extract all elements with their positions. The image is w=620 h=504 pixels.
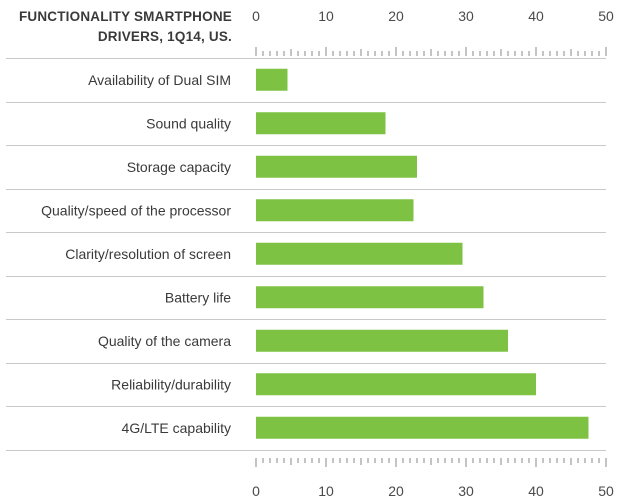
bar bbox=[256, 112, 386, 135]
bar bbox=[256, 155, 417, 178]
category-label: Sound quality bbox=[146, 115, 231, 131]
bar bbox=[256, 199, 414, 222]
category-label: Reliability/durability bbox=[111, 376, 231, 392]
category-label: 4G/LTE capability bbox=[122, 420, 231, 436]
top-axis-tick-label: 20 bbox=[388, 8, 404, 24]
chart-title-line-2: DRIVERS, 1Q14, US. bbox=[98, 29, 232, 44]
category-label: Battery life bbox=[165, 289, 231, 305]
bottom-axis-tick-label: 50 bbox=[598, 483, 614, 499]
bar bbox=[256, 68, 288, 91]
bar bbox=[256, 416, 589, 439]
category-label: Quality/speed of the processor bbox=[41, 202, 231, 218]
bar bbox=[256, 242, 463, 265]
category-label: Clarity/resolution of screen bbox=[65, 246, 231, 262]
bottom-axis-tick-label: 30 bbox=[458, 483, 474, 499]
bottom-axis-tick-label: 10 bbox=[318, 483, 334, 499]
top-axis-tick-label: 30 bbox=[458, 8, 474, 24]
bottom-axis: 0 10 20 30 40 50 bbox=[252, 458, 614, 499]
row-separators bbox=[6, 58, 606, 451]
bottom-axis-tick-label: 40 bbox=[528, 483, 544, 499]
top-axis: 0 10 20 30 40 50 bbox=[252, 8, 614, 56]
top-axis-tick-label: 0 bbox=[252, 8, 260, 24]
category-label: Storage capacity bbox=[127, 159, 231, 175]
chart-title-line-1: FUNCTIONALITY SMARTPHONE bbox=[19, 9, 232, 24]
bar bbox=[256, 373, 536, 396]
bar bbox=[256, 329, 508, 352]
bottom-axis-tick-label: 20 bbox=[388, 483, 404, 499]
top-axis-tick-label: 50 bbox=[598, 8, 614, 24]
top-axis-tick-label: 40 bbox=[528, 8, 544, 24]
category-label: Quality of the camera bbox=[98, 333, 231, 349]
bottom-axis-tick-label: 0 bbox=[252, 483, 260, 499]
category-label: Availability of Dual SIM bbox=[88, 72, 231, 88]
bar-rows: Availability of Dual SIM Sound quality Sto… bbox=[41, 68, 589, 439]
top-axis-tick-label: 10 bbox=[318, 8, 334, 24]
bar bbox=[256, 286, 484, 309]
